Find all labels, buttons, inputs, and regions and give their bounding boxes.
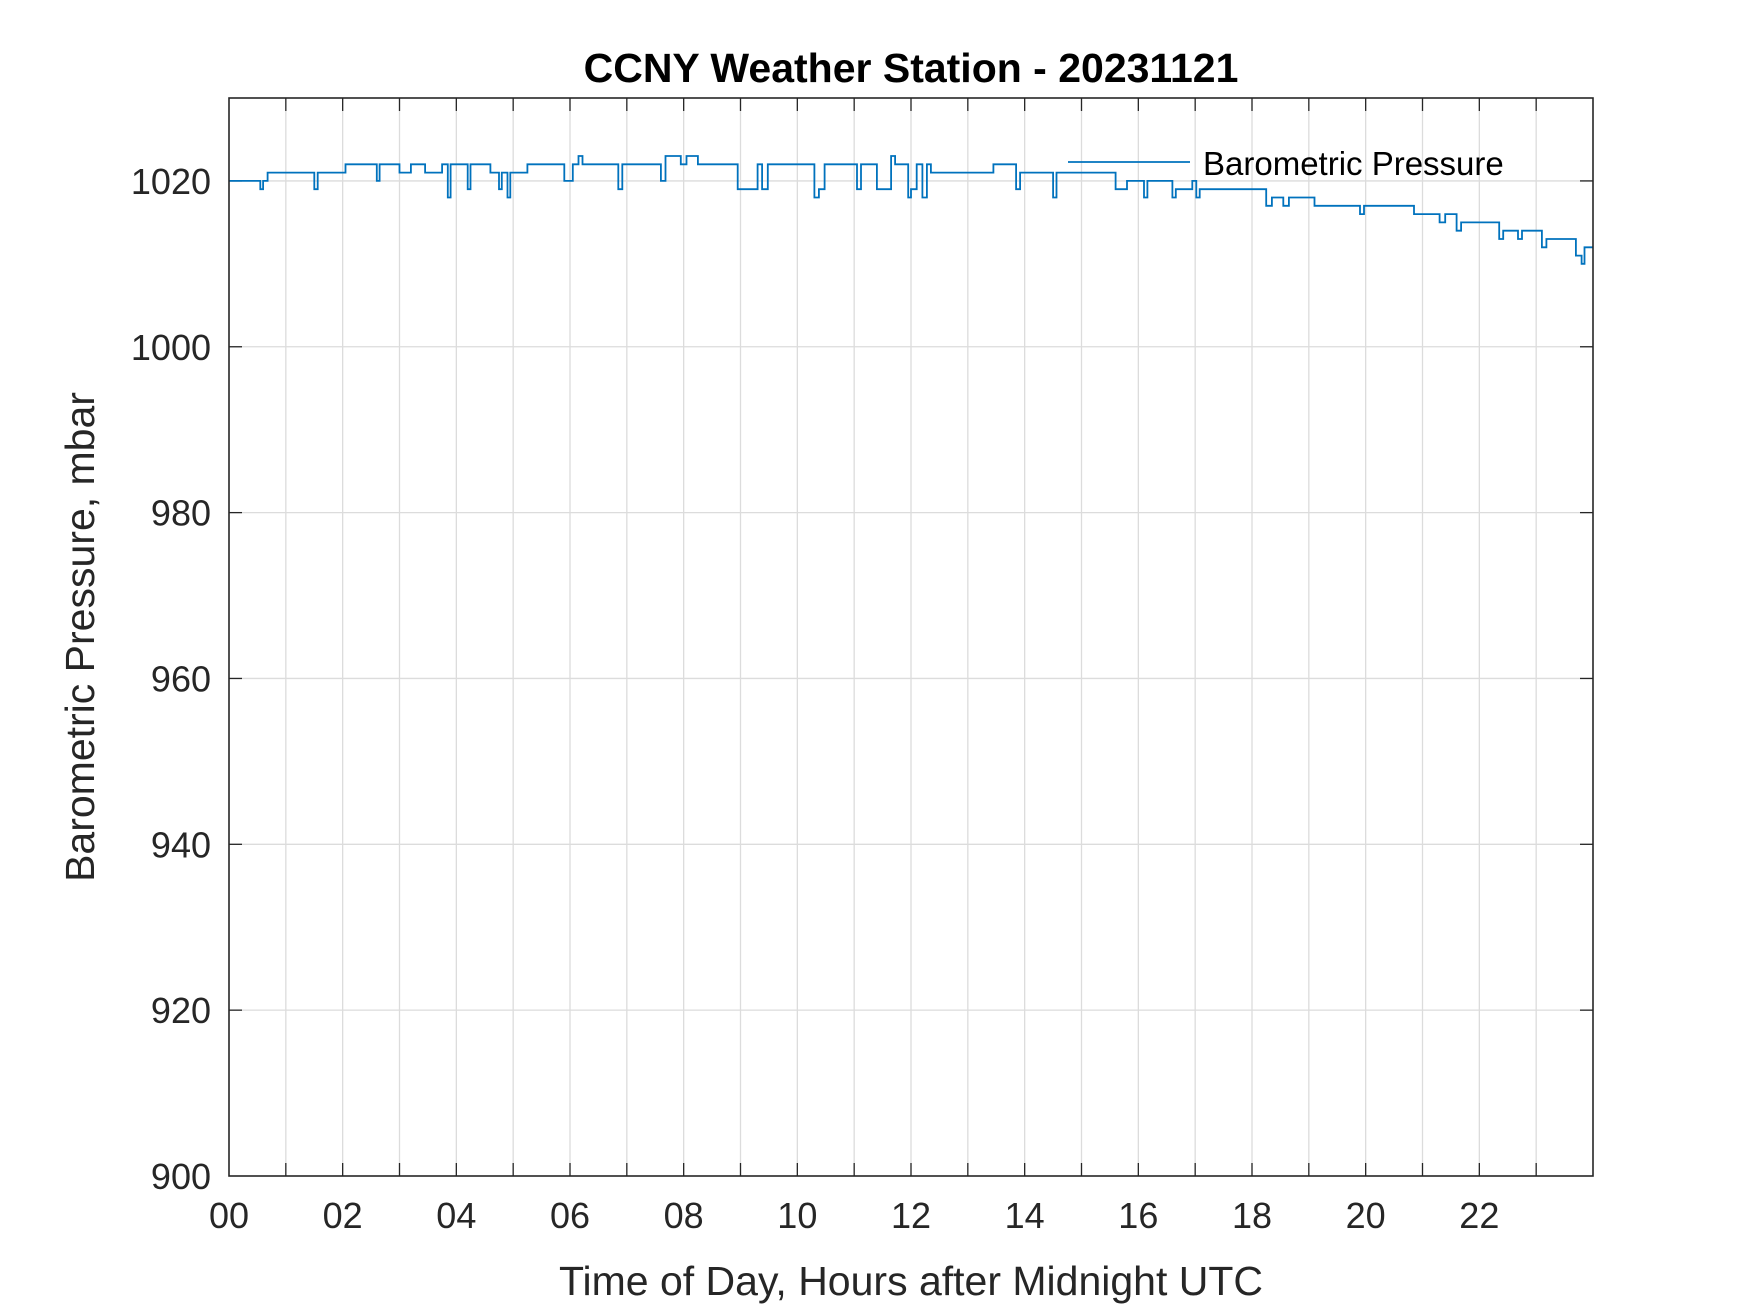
x-tick-label: 22 <box>1459 1195 1499 1236</box>
axis-ticks <box>229 98 1593 1176</box>
series-line-barometric-pressure <box>229 155 1593 265</box>
y-tick-labels: 900 920 940 960 980 1000 1020 <box>131 161 211 1197</box>
y-tick-label: 1020 <box>131 161 211 202</box>
x-tick-label: 02 <box>323 1195 363 1236</box>
y-tick-label: 940 <box>151 824 211 865</box>
axes-box <box>228 97 1594 1177</box>
legend-label: Barometric Pressure <box>1203 145 1504 182</box>
x-tick-labels: 00 02 04 06 08 10 12 14 16 18 20 22 <box>209 1195 1499 1236</box>
x-tick-label: 14 <box>1005 1195 1045 1236</box>
y-tick-label: 980 <box>151 493 211 534</box>
chart-title: CCNY Weather Station - 20231121 <box>584 45 1239 91</box>
x-tick-label: 12 <box>891 1195 931 1236</box>
x-tick-label: 08 <box>664 1195 704 1236</box>
x-tick-label: 06 <box>550 1195 590 1236</box>
y-tick-label: 900 <box>151 1156 211 1197</box>
x-tick-label: 18 <box>1232 1195 1272 1236</box>
x-tick-label: 04 <box>436 1195 476 1236</box>
x-tick-label: 16 <box>1118 1195 1158 1236</box>
x-tick-label: 20 <box>1346 1195 1386 1236</box>
x-tick-label: 10 <box>777 1195 817 1236</box>
x-tick-label: 00 <box>209 1195 249 1236</box>
legend: Barometric Pressure <box>1068 145 1504 182</box>
y-tick-label: 1000 <box>131 327 211 368</box>
y-tick-label: 920 <box>151 990 211 1031</box>
y-tick-label: 960 <box>151 658 211 699</box>
y-axis-label: Barometric Pressure, mbar <box>57 392 103 882</box>
x-axis-label: Time of Day, Hours after Midnight UTC <box>559 1258 1263 1304</box>
grid-lines <box>229 98 1593 1176</box>
